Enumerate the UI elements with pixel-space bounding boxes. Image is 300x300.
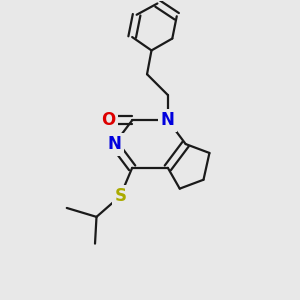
Text: S: S [114,187,126,205]
Text: O: O [101,111,116,129]
Text: N: N [161,111,175,129]
Text: N: N [107,135,121,153]
